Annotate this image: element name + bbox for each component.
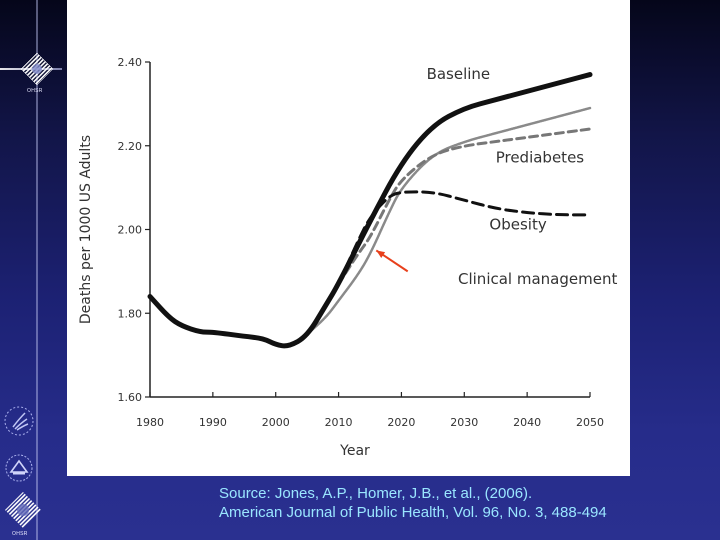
label-prediabetes: Prediabetes: [496, 149, 585, 167]
label-obesity: Obesity: [489, 216, 546, 234]
y-tick-label: 2.40: [118, 56, 143, 69]
y-axis-title: Deaths per 1000 US Adults: [78, 135, 94, 324]
ohsr-bottom-logo-icon: [5, 492, 41, 528]
series-baseline: [147, 72, 593, 349]
x-tick-label: 2000: [262, 416, 290, 429]
x-tick-label: 2010: [325, 416, 353, 429]
x-tick-label: 2050: [576, 416, 604, 429]
ohsr-logo-caption: OHSR: [27, 88, 43, 94]
label-baseline: Baseline: [427, 65, 491, 83]
chart-panel: 1.60 1.80 2.00 2.20 2.40 1980 1990 2000 2010 2020…: [67, 0, 630, 476]
source-line-2: American Journal of Public Health, Vol. …: [219, 504, 607, 521]
x-axis-title: Year: [339, 443, 370, 459]
x-tick-label: 2040: [513, 416, 541, 429]
hhs-logo-icon: [4, 406, 34, 436]
ohsr-logo-icon: [20, 52, 54, 86]
source-line-1: Source: Jones, A.P., Homer, J.B., et al.…: [219, 485, 533, 502]
x-tick-label: 1980: [136, 416, 164, 429]
series-clinical-management: [305, 106, 592, 336]
x-tick-label: 2020: [387, 416, 415, 429]
y-tick-label: 2.20: [118, 140, 143, 153]
source-citation: Source: Jones, A.P., Homer, J.B., et al.…: [219, 484, 607, 522]
x-tick-label: 2030: [450, 416, 478, 429]
x-tick-label: 1990: [199, 416, 227, 429]
line-chart: 1.60 1.80 2.00 2.20 2.40 1980 1990 2000 2010 2020…: [78, 56, 617, 459]
decorative-vertical-line: [36, 0, 38, 540]
ohsr-bottom-logo-caption: OHSR: [12, 531, 28, 537]
y-tick-label: 1.60: [118, 391, 143, 404]
y-tick-label: 2.00: [118, 224, 143, 237]
label-clinical-management: Clinical management: [458, 270, 617, 288]
nih-logo-icon: [5, 454, 33, 482]
y-tick-label: 1.80: [118, 307, 143, 320]
series-prediabetes: [337, 127, 592, 286]
arrowhead-icon: [376, 250, 386, 258]
